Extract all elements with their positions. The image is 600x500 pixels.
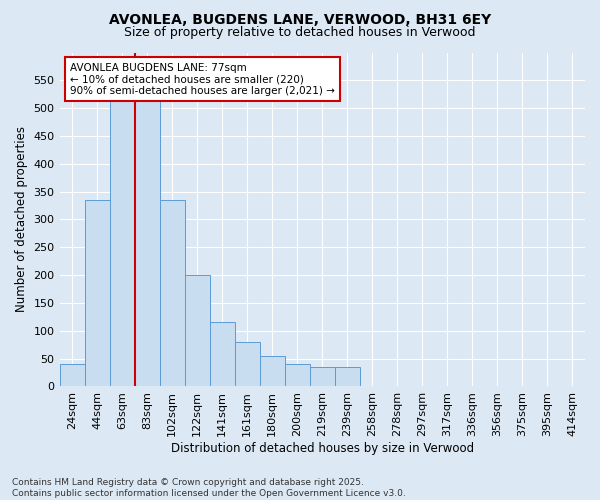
Bar [185,275,209,386]
Bar [209,322,235,386]
Bar [59,364,85,386]
Y-axis label: Number of detached properties: Number of detached properties [15,126,28,312]
X-axis label: Distribution of detached houses by size in Verwood: Distribution of detached houses by size … [171,442,474,455]
Text: AVONLEA BUGDENS LANE: 77sqm
← 10% of detached houses are smaller (220)
90% of se: AVONLEA BUGDENS LANE: 77sqm ← 10% of det… [70,62,335,96]
Text: Contains HM Land Registry data © Crown copyright and database right 2025.
Contai: Contains HM Land Registry data © Crown c… [12,478,406,498]
Bar [110,97,134,386]
Text: Size of property relative to detached houses in Verwood: Size of property relative to detached ho… [124,26,476,39]
Bar [160,200,185,386]
Bar [310,367,335,386]
Text: AVONLEA, BUGDENS LANE, VERWOOD, BH31 6EY: AVONLEA, BUGDENS LANE, VERWOOD, BH31 6EY [109,12,491,26]
Bar [85,200,110,386]
Bar [260,356,285,386]
Bar [285,364,310,386]
Bar [134,80,160,386]
Bar [235,342,260,386]
Bar [335,367,360,386]
